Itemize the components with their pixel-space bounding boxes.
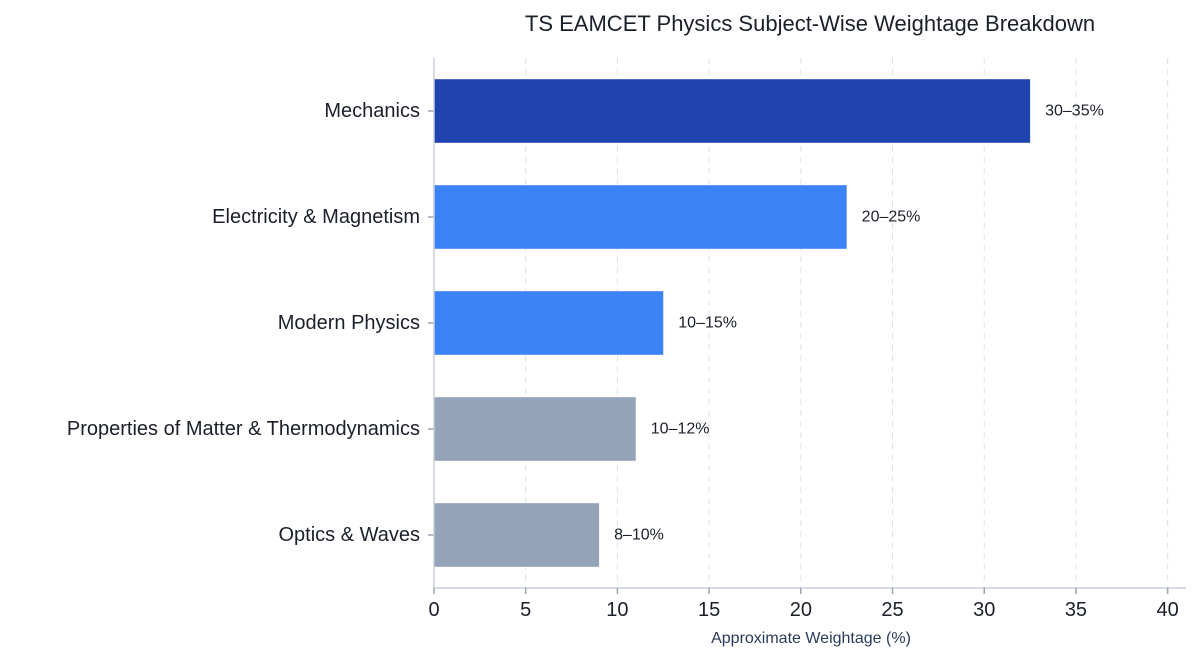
x-tick-label: 15 [698, 599, 720, 621]
category-label: Mechanics [324, 100, 420, 122]
x-tick-label: 0 [428, 599, 439, 621]
data-label: 8–10% [614, 527, 664, 544]
data-label: 20–25% [862, 209, 921, 226]
grid-lines [525, 58, 1169, 588]
chart-title: TS EAMCET Physics Subject-Wise Weightage… [525, 11, 1095, 36]
bar [434, 503, 600, 567]
x-tick-label: 5 [520, 599, 531, 621]
category-label: Properties of Matter & Thermodynamics [67, 418, 420, 440]
x-axis-title: Approximate Weightage (%) [711, 630, 911, 647]
x-tick-label: 10 [606, 599, 628, 621]
axes: Mechanics Electricity & Magnetism Modern P… [67, 58, 1186, 621]
x-tick-label: 30 [973, 599, 995, 621]
bar [434, 79, 1031, 143]
x-tick-label: 40 [1157, 599, 1179, 621]
category-label: Modern Physics [278, 312, 420, 334]
bar [434, 397, 636, 461]
data-label: 10–15% [678, 315, 737, 332]
x-tick-label: 20 [790, 599, 812, 621]
category-label: Optics & Waves [278, 524, 420, 546]
category-label: Electricity & Magnetism [212, 206, 420, 228]
x-tick-label: 35 [1065, 599, 1087, 621]
bar [434, 291, 664, 355]
bars: 30–35% 20–25% 10–15% 10–12% 8–10% [434, 79, 1104, 567]
x-tick-label: 25 [881, 599, 903, 621]
data-label: 10–12% [651, 421, 710, 438]
bar [434, 185, 847, 249]
data-label: 30–35% [1045, 103, 1104, 120]
